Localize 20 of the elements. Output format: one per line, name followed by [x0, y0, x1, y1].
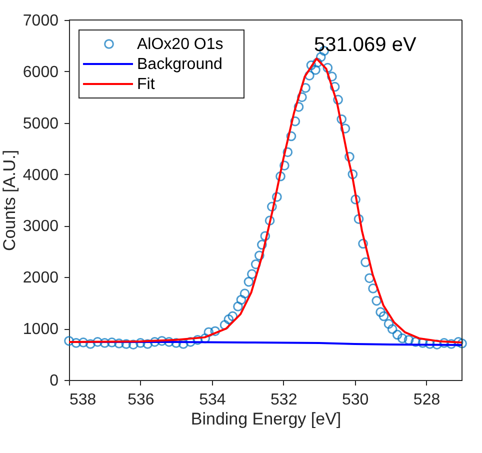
annotation: 531.069 eV — [314, 34, 417, 56]
y-tick-label: 7000 — [22, 12, 59, 30]
y-axis-title: Counts [A.U.] — [0, 150, 19, 252]
x-tick-label: 538 — [70, 392, 96, 408]
legend-label: AlOx20 O1s — [137, 36, 224, 53]
legend-label: Background — [137, 56, 222, 73]
y-tick-label: 4000 — [22, 166, 59, 184]
y-tick-label: 5000 — [22, 115, 59, 132]
x-tick-label: 536 — [128, 392, 154, 408]
x-axis-title: Binding Energy [eV] — [190, 410, 342, 428]
y-tick-label: 2000 — [22, 270, 59, 287]
y-tick-label: 3000 — [22, 218, 59, 236]
y-tick-label: 6000 — [22, 64, 59, 81]
x-tick-label: 528 — [413, 392, 440, 408]
x-tick-label: 532 — [270, 392, 298, 408]
legend-label: Fit — [137, 76, 156, 93]
y-tick-label: 1000 — [22, 321, 59, 338]
y-tick-label: 0 — [50, 372, 59, 390]
x-tick-label: 534 — [199, 392, 226, 408]
x-tick-label: 530 — [342, 392, 369, 408]
